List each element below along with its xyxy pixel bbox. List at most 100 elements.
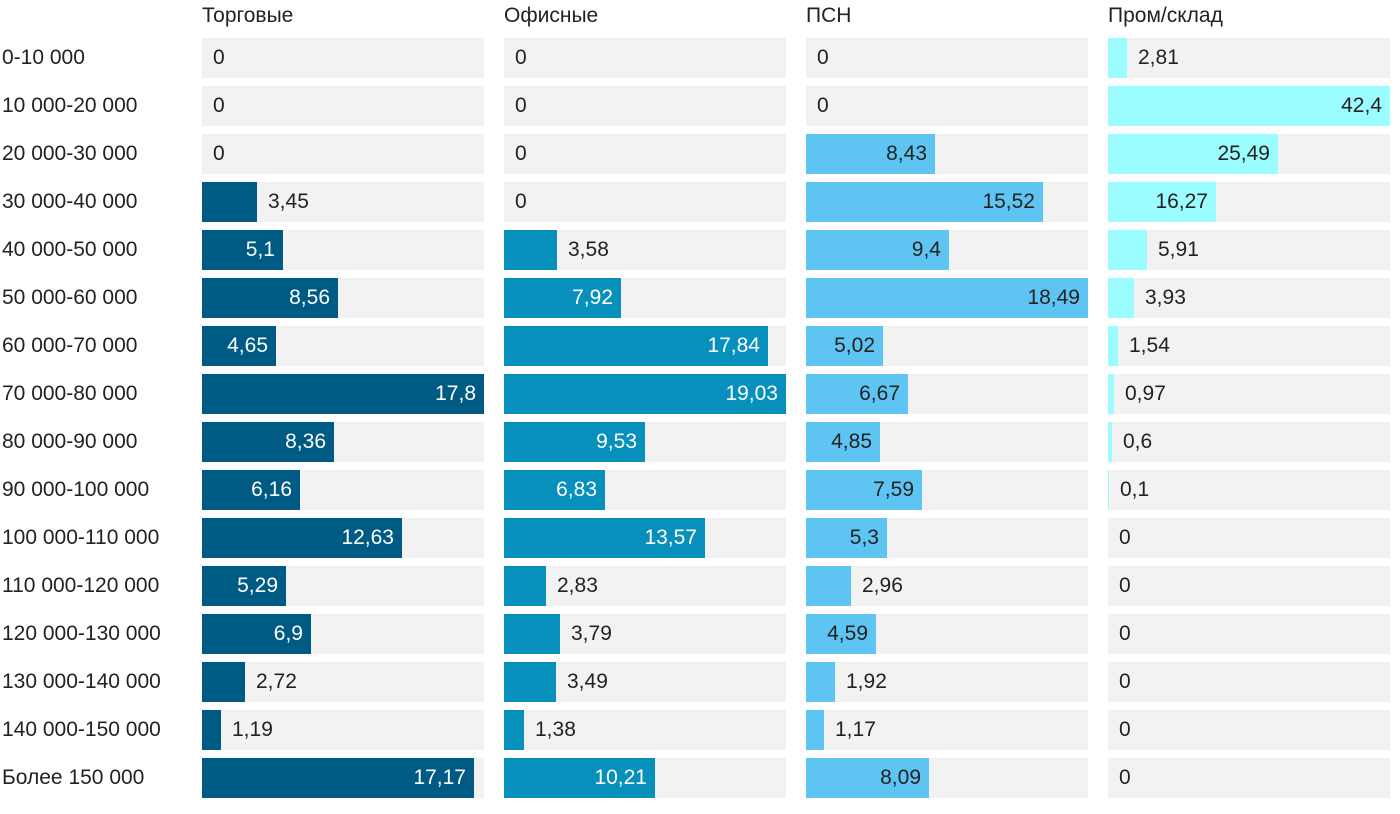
bar <box>504 662 556 702</box>
bar <box>202 518 402 558</box>
data-label: 0 <box>515 142 527 165</box>
bar-track: 6,16 <box>202 470 484 510</box>
bar <box>806 614 876 654</box>
bar-track: 3,49 <box>504 662 786 702</box>
data-label: 0,97 <box>1125 382 1166 405</box>
bar <box>504 470 605 510</box>
data-label: 0 <box>817 46 829 69</box>
bar-track: 1,38 <box>504 710 786 750</box>
bar-track: 18,49 <box>806 278 1088 318</box>
data-label: 5,1 <box>245 238 275 261</box>
bar-track: 9,53 <box>504 422 786 462</box>
data-label: 0 <box>213 142 225 165</box>
bar-track: 16,27 <box>1108 182 1390 222</box>
bar-track: 9,4 <box>806 230 1088 270</box>
bar-track: 2,72 <box>202 662 484 702</box>
bar-track: 0 <box>202 38 484 78</box>
bar <box>1108 134 1278 174</box>
bar-track: 3,79 <box>504 614 786 654</box>
bar <box>1108 470 1109 510</box>
row-label: 0-10 000 <box>2 46 85 69</box>
data-label: 19,03 <box>725 382 778 405</box>
bar <box>1108 278 1134 318</box>
bar-track: 8,56 <box>202 278 484 318</box>
bar <box>1108 230 1147 270</box>
bar-track: 13,57 <box>504 518 786 558</box>
bar-track: 10,21 <box>504 758 786 798</box>
data-label: 8,56 <box>289 286 330 309</box>
data-label: 5,29 <box>237 574 278 597</box>
bar <box>504 710 524 750</box>
series-title: Пром/склад <box>1108 4 1223 27</box>
data-label: 0 <box>1119 574 1131 597</box>
bar <box>202 758 474 798</box>
data-label: 16,27 <box>1155 190 1208 213</box>
data-label: 2,96 <box>862 574 903 597</box>
data-label: 3,93 <box>1145 286 1186 309</box>
bar <box>504 374 786 414</box>
bar-track: 0 <box>806 38 1088 78</box>
bar-track: 0,6 <box>1108 422 1390 462</box>
bar <box>1108 182 1216 222</box>
bar-track: 25,49 <box>1108 134 1390 174</box>
bar <box>806 470 922 510</box>
bar-track: 1,17 <box>806 710 1088 750</box>
bar-track: 6,9 <box>202 614 484 654</box>
data-label: 9,4 <box>911 238 941 261</box>
bar <box>504 566 546 606</box>
data-label: 6,16 <box>251 478 292 501</box>
data-label: 5,3 <box>849 526 879 549</box>
data-label: 4,85 <box>831 430 872 453</box>
bar-track: 0 <box>504 134 786 174</box>
row-label: 60 000-70 000 <box>2 334 138 357</box>
bar-track: 8,09 <box>806 758 1088 798</box>
bar-track: 0 <box>1108 518 1390 558</box>
bar-track: 1,19 <box>202 710 484 750</box>
data-label: 13,57 <box>644 526 697 549</box>
data-label: 15,52 <box>982 190 1035 213</box>
bar <box>202 230 283 270</box>
bar <box>806 374 908 414</box>
data-label: 0 <box>817 94 829 117</box>
bar <box>202 278 338 318</box>
bar <box>202 374 484 414</box>
bar-track: 3,93 <box>1108 278 1390 318</box>
bar-track: 2,96 <box>806 566 1088 606</box>
bar <box>504 758 655 798</box>
data-label: 7,92 <box>572 286 613 309</box>
data-label: 0,6 <box>1123 430 1153 453</box>
bar <box>504 422 645 462</box>
bar <box>202 566 286 606</box>
bar-track: 0 <box>1108 566 1390 606</box>
series-title: ПСН <box>806 4 852 27</box>
series-title: Офисные <box>504 4 599 27</box>
data-label: 8,43 <box>886 142 927 165</box>
bar-track: 7,92 <box>504 278 786 318</box>
bar <box>202 614 311 654</box>
data-label: 6,83 <box>556 478 597 501</box>
data-label: 0 <box>1119 622 1131 645</box>
data-label: 0 <box>515 46 527 69</box>
bar-track: 0 <box>504 86 786 126</box>
row-label: 20 000-30 000 <box>2 142 138 165</box>
bar-track: 5,1 <box>202 230 484 270</box>
bar-track: 8,43 <box>806 134 1088 174</box>
row-label: Более 150 000 <box>2 766 145 789</box>
bar-track: 5,29 <box>202 566 484 606</box>
bar <box>202 422 334 462</box>
bar-track: 0 <box>1108 662 1390 702</box>
row-label: 120 000-130 000 <box>2 622 161 645</box>
data-label: 9,53 <box>596 430 637 453</box>
data-label: 2,72 <box>256 670 297 693</box>
bar <box>806 278 1088 318</box>
data-label: 42,4 <box>1341 94 1382 117</box>
data-label: 1,38 <box>535 718 576 741</box>
bar-track: 8,36 <box>202 422 484 462</box>
bar-track: 7,59 <box>806 470 1088 510</box>
series-title: Торговые <box>202 4 294 27</box>
data-label: 2,83 <box>557 574 598 597</box>
bar <box>806 662 835 702</box>
data-label: 18,49 <box>1027 286 1080 309</box>
data-label: 7,59 <box>873 478 914 501</box>
